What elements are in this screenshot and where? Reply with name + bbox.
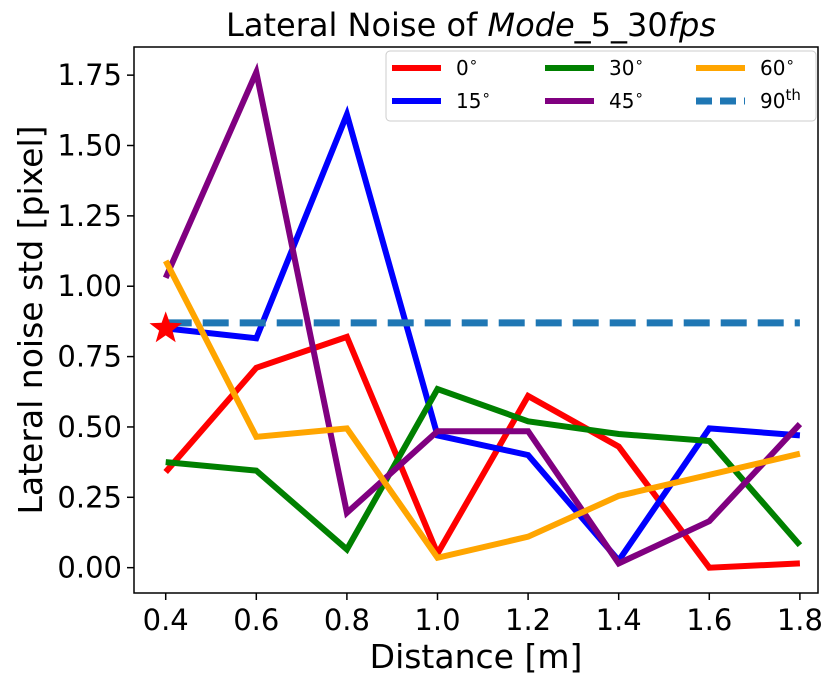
x-tick-label: 1.2 bbox=[505, 603, 551, 637]
y-axis-ticks: 0.00 0.25 0.50 0.75 1.00 1.25 1.50 1.75 bbox=[57, 58, 134, 585]
plot-lines bbox=[149, 62, 803, 571]
chart-title: Lateral Noise of Mode_5_30fps bbox=[226, 6, 716, 44]
x-axis-label: Distance [m] bbox=[370, 637, 583, 676]
y-tick-label: 0.25 bbox=[57, 480, 122, 514]
chart-title-italic-suffix: fps bbox=[668, 6, 716, 44]
y-tick-label: 1.25 bbox=[57, 199, 122, 233]
series-line-15 bbox=[165, 105, 801, 566]
x-tick-label: 0.4 bbox=[143, 603, 189, 637]
legend-label-sup: ∘ bbox=[634, 53, 643, 71]
legend-label-sup: th bbox=[785, 86, 800, 104]
star-marker bbox=[149, 311, 182, 343]
y-tick-label: 1.00 bbox=[57, 269, 122, 303]
chart-title-italic: Mode bbox=[487, 6, 574, 44]
x-tick-label: 0.6 bbox=[233, 603, 279, 637]
y-tick-label: 0.50 bbox=[57, 410, 122, 444]
series-line-45 bbox=[162, 62, 803, 568]
x-tick-label: 1.4 bbox=[596, 603, 642, 637]
x-tick-label: 1.8 bbox=[777, 603, 823, 637]
legend-label-sup: ∘ bbox=[785, 53, 794, 71]
x-tick-label: 1.6 bbox=[686, 603, 732, 637]
axes-frame bbox=[133, 46, 819, 594]
legend: 0∘15∘30∘45∘60∘90th bbox=[385, 50, 817, 122]
legend-label-sup: ∘ bbox=[634, 86, 643, 104]
x-axis-ticks: 0.4 0.6 0.8 1.0 1.2 1.4 1.6 1.8 bbox=[143, 593, 823, 637]
y-tick-label: 0.00 bbox=[57, 551, 122, 585]
legend-label-15: 15∘ bbox=[456, 86, 491, 113]
legend-box bbox=[385, 50, 817, 122]
y-tick-label: 1.75 bbox=[57, 58, 122, 92]
series-line-60 bbox=[163, 259, 801, 562]
y-tick-label: 1.50 bbox=[57, 129, 122, 163]
legend-label-sup: ∘ bbox=[481, 86, 490, 104]
y-axis-label: Lateral noise std [pixel] bbox=[11, 126, 50, 515]
series-line-0 bbox=[163, 333, 801, 571]
x-tick-label: 1.0 bbox=[414, 603, 460, 637]
chart-title-main: Lateral Noise of bbox=[226, 6, 487, 44]
y-tick-label: 0.75 bbox=[57, 340, 122, 374]
chart-title-suffix: _5_30 bbox=[574, 6, 668, 44]
legend-label-sup: ∘ bbox=[469, 53, 478, 71]
x-tick-label: 0.8 bbox=[324, 603, 370, 637]
series-line-30 bbox=[165, 385, 803, 555]
